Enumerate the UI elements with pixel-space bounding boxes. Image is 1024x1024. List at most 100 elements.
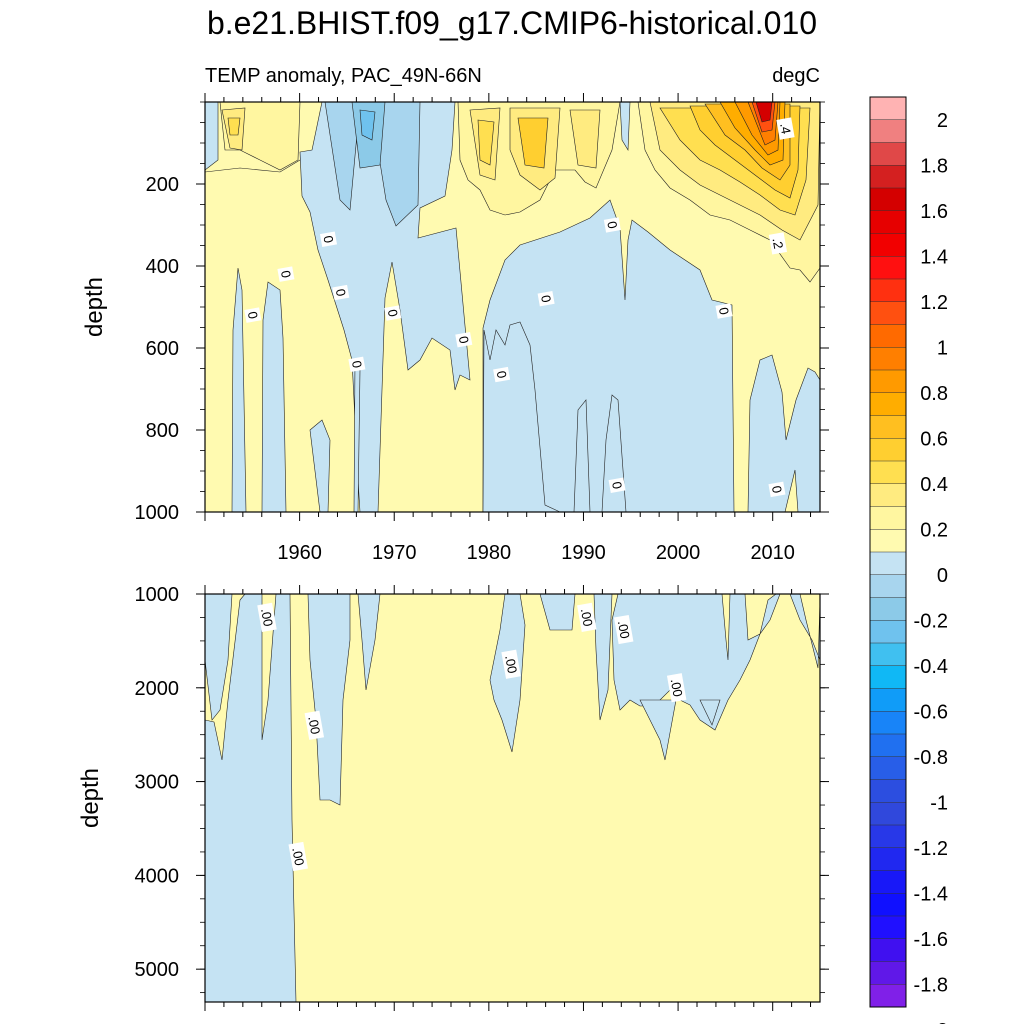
positive-anomaly-region	[517, 117, 549, 169]
contour-label-text: 0	[349, 359, 365, 369]
contour-label: 0	[715, 303, 733, 319]
lower-panel: .00 .00 .00 .00 .00 .00 .00 1000 2000 3000 4000 50…	[77, 584, 829, 1011]
contour-label-bg	[715, 303, 733, 319]
lower-y-axis: 1000 2000 3000 4000 5000	[135, 584, 829, 994]
x-tick-label: 1980	[467, 542, 512, 564]
colorbar-swatch	[870, 802, 906, 826]
contour-label: .00	[304, 710, 325, 740]
contour-label: .00	[501, 649, 521, 679]
colorbar-label: -1.2	[914, 838, 948, 860]
colorbar-label: 2	[937, 110, 948, 132]
colorbar-label: 0.4	[920, 474, 948, 496]
contour-label-bg	[304, 710, 325, 740]
contour-label-text: 0	[320, 234, 336, 244]
colorbar-label: 0.2	[920, 519, 948, 541]
colorbar-swatch	[870, 938, 906, 962]
lower-panel-frame	[204, 593, 821, 1003]
contour-label-text: .00	[578, 607, 596, 627]
colorbar-swatch	[870, 552, 906, 576]
contour-label-text: .00	[258, 607, 276, 627]
colorbar-swatch	[870, 142, 906, 166]
contour-label-text: 0	[385, 308, 401, 318]
colorbar-swatch	[870, 665, 906, 689]
colorbar-swatch	[870, 119, 906, 143]
negative-anomaly-region	[573, 399, 591, 512]
colorbar-swatch	[870, 825, 906, 849]
upper-y-axis-label: depth	[81, 277, 108, 337]
contour-label: 0	[332, 284, 350, 301]
contour-label-bg	[776, 117, 795, 140]
colorbar-swatch	[870, 506, 906, 530]
contour-label-bg	[244, 307, 262, 323]
y-tick-label: 3000	[135, 772, 180, 794]
contour-label-bg	[608, 477, 626, 493]
contour-label-text: 0	[769, 484, 785, 494]
y-tick-label: 200	[146, 174, 179, 196]
negative-anomaly-region	[357, 594, 381, 691]
negative-anomaly-region	[324, 102, 361, 211]
contour-label-text: 0	[609, 480, 625, 490]
colorbar-label: 1	[937, 337, 948, 359]
contour-label-bg	[319, 231, 338, 247]
negative-anomaly-region	[611, 594, 820, 731]
contour-label: 0	[603, 217, 621, 233]
contour-label: 0	[537, 291, 555, 307]
colorbar-swatch	[870, 415, 906, 439]
x-tick-label: 1990	[561, 542, 606, 564]
y-tick-label: 1000	[135, 584, 180, 606]
negative-anomaly-region	[309, 419, 331, 512]
contour-label: 0	[319, 231, 338, 247]
lower-contour-labels: .00 .00 .00 .00 .00 .00 .00	[257, 602, 687, 872]
contour-label: .4	[776, 117, 795, 140]
y-tick-label: 400	[146, 256, 179, 278]
colorbar-label: -1.6	[914, 929, 948, 951]
colorbar-label: -1.8	[914, 974, 948, 996]
colorbar-label: -0.8	[914, 747, 948, 769]
colorbar-label: 1.8	[920, 155, 948, 177]
colorbar-label: 0	[937, 565, 948, 587]
contour-label-bg	[455, 332, 473, 348]
contour-label-text: 0	[333, 288, 349, 298]
units-label: degC	[772, 65, 820, 87]
contour-label-text: .00	[289, 846, 307, 866]
contour-label: .00	[613, 614, 634, 645]
contour-label-text: .00	[615, 619, 633, 639]
x-tick-label: 1960	[277, 542, 322, 564]
colorbar-label: 0.6	[920, 428, 948, 450]
zero-contour-line	[205, 159, 301, 173]
colorbar: 2 1.8 1.6 1.4 1.2 1 0.8 0.6 0.4 0.2 0 -0.2 -0.4 -0.6 -…	[869, 96, 948, 1024]
colorbar-swatch	[870, 188, 906, 212]
negative-anomaly-region	[261, 281, 287, 512]
colorbar-swatch	[870, 893, 906, 917]
colorbar-label: 0.8	[920, 383, 948, 405]
contour-label: .00	[577, 602, 597, 632]
colorbar-label: -0.2	[914, 610, 948, 632]
contour-label: .00	[288, 841, 308, 872]
negative-anomaly-region	[699, 699, 721, 726]
contour-label: .00	[257, 602, 277, 632]
colorbar-swatch	[870, 210, 906, 234]
contour-label-bg	[348, 356, 366, 373]
colorbar-swatch	[870, 324, 906, 348]
positive-anomaly-region	[227, 117, 241, 136]
upper-y-axis: 200 400 600 800 1000	[135, 101, 829, 524]
chart-title: b.e21.BHIST.f09_g17.CMIP6-historical.010	[207, 5, 817, 41]
colorbar-swatch	[870, 847, 906, 871]
negative-anomaly-region	[747, 354, 820, 512]
colorbar-swatch	[870, 711, 906, 735]
colorbar-swatch	[870, 688, 906, 712]
y-tick-label: 5000	[135, 959, 180, 981]
chart-subtitle: TEMP anomaly, PAC_49N-66N	[205, 65, 482, 87]
contour-label-text: .00	[502, 654, 520, 674]
contour-label-bg	[577, 602, 597, 632]
contour-label-bg	[613, 614, 634, 645]
colorbar-swatch	[870, 256, 906, 280]
contour-label: 0	[384, 305, 402, 321]
colorbar-swatch	[870, 916, 906, 940]
colorbar-swatch	[870, 756, 906, 780]
colorbar-label: 1.2	[920, 292, 948, 314]
contour-label-text: 0	[245, 310, 261, 320]
contour-label: 0	[455, 332, 473, 348]
contour-label: .2	[768, 232, 788, 255]
colorbar-swatch	[870, 461, 906, 485]
